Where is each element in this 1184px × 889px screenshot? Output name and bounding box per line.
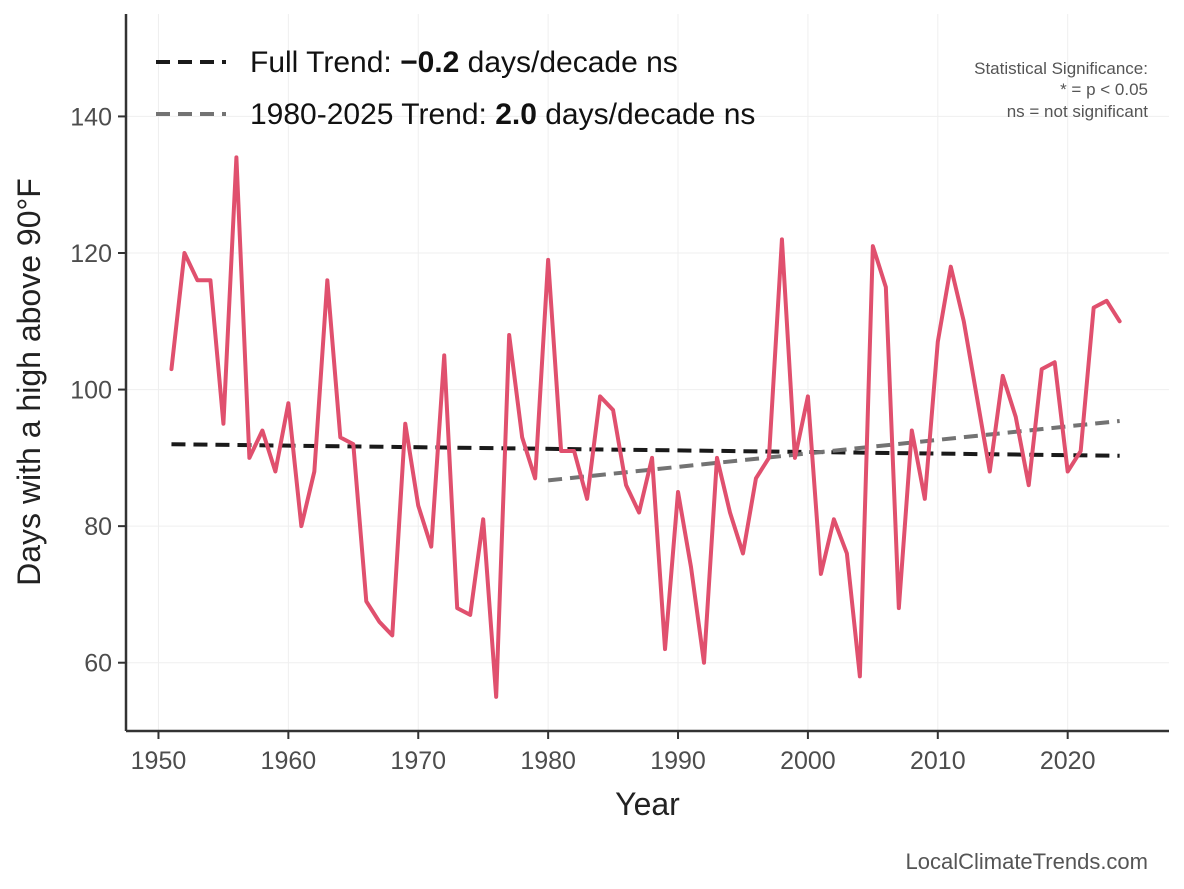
y-ticks: 60 80 100 120 140 xyxy=(70,103,126,678)
x-tick-label: 2020 xyxy=(1040,747,1096,775)
legend-value: −0.2 xyxy=(400,46,459,79)
data-series xyxy=(169,155,1122,699)
legend-prefix: Full Trend: xyxy=(250,46,400,79)
x-tick-label: 1980 xyxy=(520,747,576,775)
y-tick-label: 60 xyxy=(84,650,112,678)
x-tick-label: 1990 xyxy=(650,747,706,775)
significance-line-1: Statistical Significance: xyxy=(974,59,1148,78)
credit-text: LocalClimateTrends.com xyxy=(906,849,1149,874)
y-tick-label: 140 xyxy=(70,103,112,131)
significance-note: Statistical Significance: * = p < 0.05 n… xyxy=(974,59,1148,121)
y-tick-label: 80 xyxy=(84,513,112,541)
x-tick-label: 2010 xyxy=(910,747,966,775)
x-tick-label: 1960 xyxy=(261,747,317,775)
x-axis-title: Year xyxy=(615,786,680,822)
legend-label-recent-trend: 1980-2025 Trend: 2.0 days/decade ns xyxy=(250,98,755,131)
legend: Full Trend: −0.2 days/decade ns 1980-202… xyxy=(156,46,755,131)
x-ticks: 1950 1960 1970 1980 1990 2000 2010 2020 xyxy=(131,731,1096,775)
legend-suffix: days/decade ns xyxy=(537,98,755,131)
series-line xyxy=(169,155,1122,699)
full-trend-line xyxy=(171,442,1120,458)
legend-label-full-trend: Full Trend: −0.2 days/decade ns xyxy=(250,46,678,79)
legend-value: 2.0 xyxy=(495,98,537,131)
legend-prefix: 1980-2025 Trend: xyxy=(250,98,495,131)
significance-line-3: ns = not significant xyxy=(1007,102,1149,121)
trend-lines xyxy=(171,418,1120,483)
x-tick-label: 1970 xyxy=(390,747,446,775)
y-tick-label: 100 xyxy=(70,377,112,405)
y-tick-label: 120 xyxy=(70,240,112,268)
legend-suffix: days/decade ns xyxy=(459,46,677,79)
significance-line-2: * = p < 0.05 xyxy=(1060,80,1148,99)
axes xyxy=(124,14,1169,733)
recent-trend-line xyxy=(547,418,1120,483)
x-tick-label: 2000 xyxy=(780,747,836,775)
x-tick-label: 1950 xyxy=(131,747,187,775)
y-axis-title: Days with a high above 90°F xyxy=(11,178,47,586)
grid xyxy=(126,14,1169,731)
